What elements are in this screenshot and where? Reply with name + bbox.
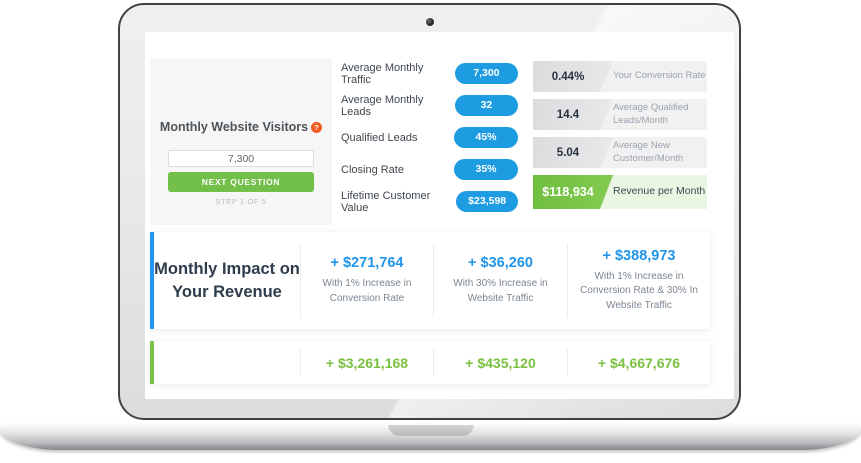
total-value: + $435,120 [465, 354, 536, 371]
total-column: + $435,120 [433, 349, 567, 376]
metric-row: Average Monthly Leads 32 [341, 93, 518, 118]
impact-description: With 1% Increase in Conversion Rate [322, 278, 412, 304]
metric-row: Average Monthly Traffic 7,300 [341, 61, 518, 86]
step-indicator: STEP 1 OF 5 [215, 197, 267, 206]
impact-column: + $271,764 With 1% Increase in Conversio… [300, 243, 433, 318]
result-value: 5.04 [533, 137, 613, 168]
panel-title: Monthly Website Visitors? [150, 120, 332, 134]
result-value: 0.44% [533, 61, 613, 92]
result-value: 14.4 [533, 99, 613, 130]
metrics-list: Average Monthly Traffic 7,300 Average Mo… [341, 61, 518, 223]
total-column: + $4,667,676 [567, 349, 710, 376]
impact-description: With 1% Increase in Conversion Rate & 30… [580, 270, 698, 311]
laptop-base [0, 424, 861, 450]
metric-value-pill: 32 [454, 95, 518, 116]
impact-value: + $36,260 [468, 255, 533, 271]
question-panel: Monthly Website Visitors? NEXT QUESTION … [150, 58, 332, 225]
impact-column: + $36,260 With 30% Increase in Website T… [433, 243, 567, 318]
result-row-revenue: $118,934 Revenue per Month [533, 175, 707, 209]
metric-value-pill: 35% [454, 159, 518, 180]
panel-title-label: Monthly Website Visitors [159, 120, 309, 134]
metric-row: Closing Rate 35% [341, 159, 518, 180]
impact-value: + $388,973 [602, 247, 676, 264]
result-value: $118,934 [533, 175, 613, 209]
webcam-icon [425, 18, 434, 26]
metric-label: Average Monthly Leads [341, 93, 424, 118]
visitors-input[interactable] [168, 150, 314, 167]
total-value: + $4,667,676 [597, 354, 681, 371]
result-row: 5.04 Average New Customer/Month [533, 137, 707, 168]
results-list: 0.44% Your Conversion Rate 14.4 Average … [533, 61, 707, 216]
impact-title: Monthly Impact on Your Revenue [154, 260, 300, 301]
metric-label: Closing Rate [341, 163, 404, 176]
metric-row: Lifetime Customer Value $23,598 [341, 189, 518, 214]
total-value: + $3,261,168 [325, 354, 409, 371]
metric-value-pill: 45% [454, 127, 518, 148]
metric-row: Qualified Leads 45% [341, 127, 518, 148]
metric-label: Average Monthly Traffic [341, 61, 424, 86]
result-row: 0.44% Your Conversion Rate [533, 61, 707, 92]
metric-value-pill: 7,300 [454, 63, 518, 84]
laptop-screen-bezel: Monthly Website Visitors? NEXT QUESTION … [118, 3, 741, 420]
metric-label: Lifetime Customer Value [341, 189, 431, 214]
impact-description: With 30% Increase in Website Traffic [453, 278, 548, 304]
impact-card: Monthly Impact on Your Revenue + $271,76… [150, 232, 710, 329]
metric-label: Qualified Leads [341, 131, 418, 144]
impact-value: + $271,764 [330, 255, 404, 271]
totals-card: + $3,261,168 + $435,120 + $4,667,676 [150, 341, 710, 384]
total-column: + $3,261,168 [300, 349, 433, 376]
help-icon[interactable]: ? [311, 122, 323, 133]
result-row: 14.4 Average Qualified Leads/Month [533, 99, 707, 130]
app-screen: Monthly Website Visitors? NEXT QUESTION … [145, 32, 734, 399]
next-question-button[interactable]: NEXT QUESTION [168, 172, 314, 192]
laptop-base-notch [387, 425, 474, 437]
impact-column: + $388,973 With 1% Increase in Conversio… [567, 243, 710, 318]
metric-value-pill: $23,598 [456, 191, 518, 212]
